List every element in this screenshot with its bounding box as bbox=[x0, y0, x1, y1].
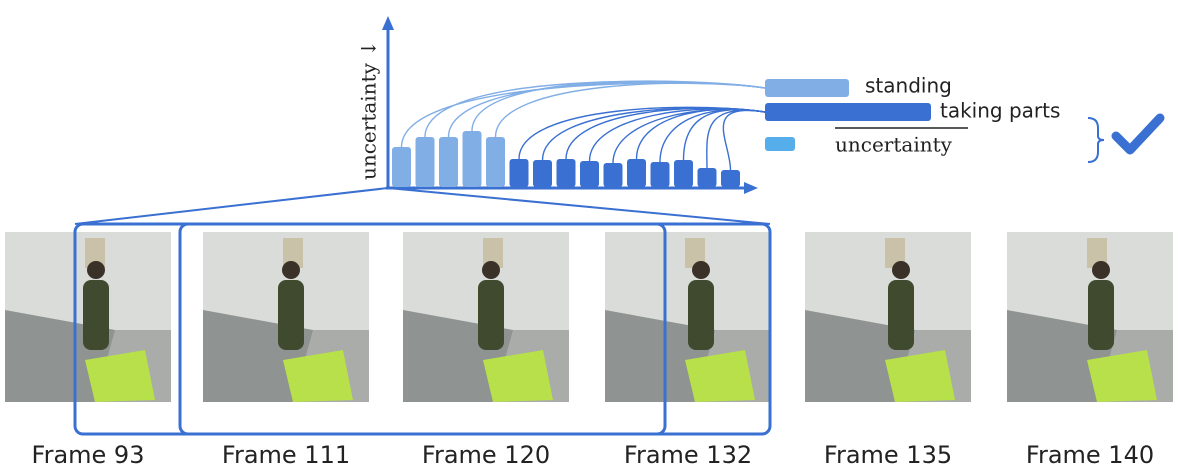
bar bbox=[486, 137, 505, 187]
zoom-line bbox=[75, 188, 388, 224]
legend-label: uncertainty bbox=[835, 133, 953, 157]
frame-head bbox=[282, 261, 300, 279]
link-curve bbox=[723, 110, 765, 170]
frame-label: Frame 140 bbox=[1026, 441, 1154, 469]
frame-label: Frame 135 bbox=[824, 441, 952, 469]
frame-person bbox=[888, 280, 914, 350]
bar bbox=[698, 168, 717, 187]
frame-head bbox=[692, 261, 710, 279]
zoom-line bbox=[388, 188, 770, 224]
bar bbox=[392, 147, 411, 187]
bar bbox=[580, 161, 599, 187]
bar bbox=[721, 170, 740, 187]
legend-swatch bbox=[765, 103, 931, 121]
frame-person bbox=[83, 280, 109, 350]
bar bbox=[651, 162, 670, 187]
link-curve bbox=[637, 109, 766, 159]
x-arrow bbox=[744, 182, 758, 194]
y-arrow bbox=[382, 16, 394, 30]
axis-label: uncertainty ↓ bbox=[357, 40, 381, 180]
bar bbox=[557, 159, 576, 187]
bar bbox=[463, 131, 482, 187]
checkmark bbox=[1116, 118, 1160, 150]
legend-swatch bbox=[765, 79, 849, 97]
link-curve bbox=[472, 81, 765, 131]
frame-person bbox=[1088, 280, 1114, 350]
frame-label: Frame 93 bbox=[32, 441, 145, 469]
frame-person bbox=[478, 280, 504, 350]
frame-head bbox=[87, 261, 105, 279]
frame-head bbox=[1092, 261, 1110, 279]
bar bbox=[533, 160, 552, 187]
legend-label: taking parts bbox=[940, 99, 1060, 123]
legend-label: standing bbox=[865, 74, 952, 98]
frame-label: Frame 111 bbox=[222, 441, 350, 469]
link-curve bbox=[566, 108, 765, 159]
bar bbox=[416, 137, 435, 187]
bar bbox=[510, 159, 529, 187]
bar bbox=[604, 163, 623, 187]
legend-swatch bbox=[765, 137, 795, 151]
frame-person bbox=[278, 280, 304, 350]
frame-person bbox=[688, 280, 714, 350]
frame-head bbox=[482, 261, 500, 279]
frame: Frame 140 bbox=[1007, 232, 1173, 469]
bar bbox=[674, 160, 693, 187]
link-curve bbox=[613, 109, 765, 163]
frame-head bbox=[892, 261, 910, 279]
bar bbox=[439, 137, 458, 187]
frame-label: Frame 132 bbox=[624, 441, 752, 469]
figure: Frame 93 Frame 111 Frame 120 Frame 132 Frame… bbox=[0, 0, 1179, 472]
brace bbox=[1088, 118, 1104, 162]
frame-label: Frame 120 bbox=[422, 441, 550, 469]
link-curve bbox=[707, 110, 765, 168]
bar bbox=[627, 159, 646, 187]
frame: Frame 135 bbox=[805, 232, 971, 469]
